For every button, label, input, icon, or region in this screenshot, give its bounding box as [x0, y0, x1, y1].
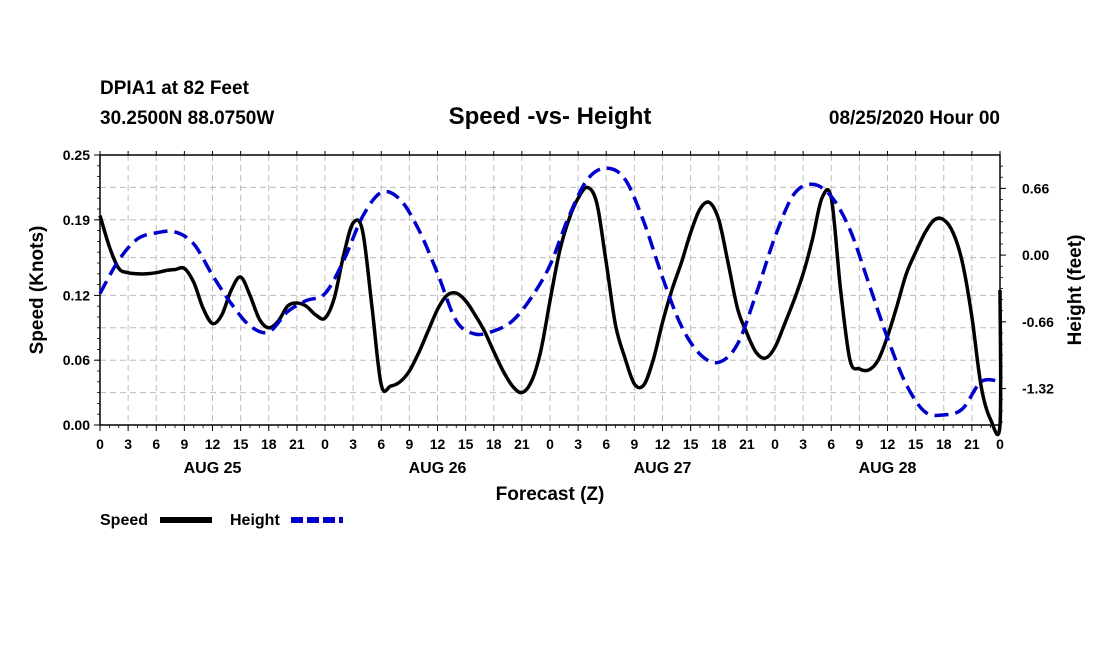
right-y-axis-label: Height (feet)	[1065, 235, 1086, 346]
x-tick-label: 15	[908, 436, 924, 452]
x-tick-label: 18	[486, 436, 502, 452]
left-y-axis-label: Speed (Knots)	[27, 226, 48, 355]
x-tick-label: 21	[739, 436, 755, 452]
x-tick-label: 15	[458, 436, 474, 452]
right-y-tick-label: 0.66	[1022, 180, 1049, 196]
left-y-tick-label: 0.12	[63, 287, 90, 303]
right-y-tick-label: 0.00	[1022, 247, 1049, 263]
x-tick-label: 6	[377, 436, 385, 452]
x-tick-label: 0	[96, 436, 104, 452]
legend: Speed Height	[100, 512, 343, 529]
x-tick-label: 6	[152, 436, 160, 452]
x-tick-label: 0	[321, 436, 329, 452]
run-time-label: 08/25/2020 Hour 00	[829, 108, 1000, 129]
x-tick-label: 9	[405, 436, 413, 452]
x-tick-label: 3	[124, 436, 132, 452]
left-y-tick-label: 0.00	[63, 417, 90, 433]
legend-speed-label: Speed	[100, 512, 148, 529]
x-tick-label: 21	[964, 436, 980, 452]
x-tick-label: 0	[771, 436, 779, 452]
gridlines	[100, 155, 1000, 425]
x-tick-label: 18	[711, 436, 727, 452]
left-y-tick-label: 0.06	[63, 352, 90, 368]
left-y-tick-label: 0.19	[63, 212, 90, 228]
x-tick-label: 18	[936, 436, 952, 452]
chart-header: DPIA1 at 82 Feet 30.2500N 88.0750W Speed…	[100, 78, 1000, 130]
x-tick-label: 6	[602, 436, 610, 452]
x-tick-label: 3	[799, 436, 807, 452]
x-axis-label: Forecast (Z)	[496, 484, 605, 505]
x-tick-label: 12	[205, 436, 221, 452]
x-tick-label: 12	[880, 436, 896, 452]
x-tick-label: 12	[430, 436, 446, 452]
chart-title: Speed -vs- Height	[449, 103, 652, 130]
x-tick-label: 6	[827, 436, 835, 452]
axes: 0 3 6 9 12 15 18 21 0 3 6 9 12 15 18 21 0 3 6 9 12 15 18 21 0 3 6 9…	[63, 147, 1054, 477]
right-y-tick-label: -1.32	[1022, 381, 1054, 397]
x-tick-label: 9	[855, 436, 863, 452]
day-label: AUG 26	[409, 460, 467, 477]
series-line-height	[98, 166, 1001, 418]
series-lines	[98, 166, 1003, 437]
day-label: AUG 28	[859, 460, 917, 477]
x-tick-label: 3	[574, 436, 582, 452]
x-tick-label: 9	[180, 436, 188, 452]
right-y-tick-label: -0.66	[1022, 314, 1054, 330]
x-tick-label: 15	[233, 436, 249, 452]
legend-height-label: Height	[230, 512, 280, 529]
day-label: AUG 27	[634, 460, 692, 477]
x-tick-label: 9	[630, 436, 638, 452]
x-tick-label: 15	[683, 436, 699, 452]
x-tick-label: 21	[514, 436, 530, 452]
x-tick-label: 18	[261, 436, 277, 452]
series-line-speed	[98, 185, 1003, 437]
x-tick-label: 21	[289, 436, 305, 452]
x-tick-label: 0	[996, 436, 1004, 452]
x-tick-label: 0	[546, 436, 554, 452]
day-label: AUG 25	[184, 460, 242, 477]
location-label: 30.2500N 88.0750W	[100, 108, 274, 129]
x-tick-label: 12	[655, 436, 671, 452]
left-y-tick-label: 0.25	[63, 147, 90, 163]
x-tick-label: 3	[349, 436, 357, 452]
station-label: DPIA1 at 82 Feet	[100, 78, 250, 99]
